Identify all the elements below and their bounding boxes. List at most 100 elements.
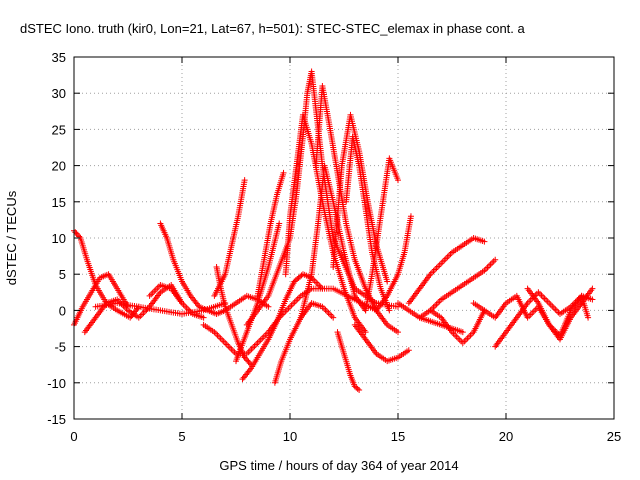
data-point xyxy=(552,306,559,313)
data-point xyxy=(432,266,439,273)
data-point xyxy=(212,330,219,337)
y-tick-label: 30 xyxy=(52,86,66,101)
y-tick-label: 0 xyxy=(59,303,66,318)
axes: 0 5 10 15 20 25 -15 -10 -5 0 5 10 15 20 25 30 35 xyxy=(47,50,621,444)
data-point xyxy=(526,298,533,305)
data-point xyxy=(251,343,258,350)
data-point xyxy=(226,344,233,351)
y-tick-label: 5 xyxy=(59,267,66,282)
data-point xyxy=(546,300,553,307)
data-point xyxy=(453,333,460,340)
data-point xyxy=(316,282,323,289)
data-point xyxy=(248,346,255,353)
data-point xyxy=(219,336,226,343)
data-point xyxy=(288,302,295,309)
y-tick-label: 25 xyxy=(52,122,66,137)
data-point xyxy=(148,291,155,298)
data-point xyxy=(395,329,401,336)
data-point xyxy=(149,289,156,296)
series-25 xyxy=(416,256,499,321)
data-point xyxy=(245,349,252,356)
data-point xyxy=(322,306,329,313)
data-point xyxy=(547,301,554,308)
data-point xyxy=(72,229,79,236)
y-tick-label: -15 xyxy=(47,412,66,427)
data-point xyxy=(291,299,298,306)
y-tick-label: 15 xyxy=(52,195,66,210)
y-tick-label: 20 xyxy=(52,159,66,174)
data-point xyxy=(441,257,448,264)
data-point xyxy=(254,339,261,346)
data-point xyxy=(317,284,324,291)
series-1 xyxy=(71,271,131,328)
data-point xyxy=(544,298,551,305)
data-point xyxy=(231,349,238,356)
data-point xyxy=(216,333,223,340)
data-point xyxy=(456,336,463,343)
series-16 xyxy=(312,82,401,336)
data-point xyxy=(313,279,320,286)
data-point xyxy=(439,258,446,265)
data-point xyxy=(550,304,557,311)
data-point xyxy=(433,264,440,271)
data-point xyxy=(430,268,437,275)
y-tick-label: 35 xyxy=(52,50,66,65)
data-point xyxy=(276,220,283,227)
data-point xyxy=(294,296,301,303)
series-18 xyxy=(343,133,393,314)
data-point xyxy=(435,299,442,306)
x-tick-label: 15 xyxy=(391,429,405,444)
data-point xyxy=(293,297,300,304)
data-point xyxy=(280,169,287,176)
data-point xyxy=(536,290,543,297)
data-point xyxy=(486,262,493,269)
x-tick-label: 25 xyxy=(607,429,621,444)
grid xyxy=(74,57,614,419)
series-22 xyxy=(373,213,414,314)
data-point xyxy=(442,255,449,262)
data-point xyxy=(151,288,158,295)
data-point xyxy=(395,177,401,184)
data-point xyxy=(459,329,466,336)
data-point xyxy=(481,238,488,245)
data-point xyxy=(535,289,542,296)
series-29 xyxy=(524,285,592,339)
x-tick-label: 0 xyxy=(70,429,77,444)
data-point xyxy=(540,293,547,300)
data-point xyxy=(465,333,472,340)
data-point xyxy=(225,343,232,350)
y-tick-label: -5 xyxy=(54,340,66,355)
data-point xyxy=(489,259,496,266)
data-point xyxy=(244,357,251,364)
data-point xyxy=(541,295,548,302)
data-point xyxy=(228,346,235,353)
data-point xyxy=(200,314,207,321)
series-27 xyxy=(470,285,596,343)
data-point xyxy=(330,314,337,321)
x-axis-label: GPS time / hours of day 364 of year 2014 xyxy=(219,458,458,473)
series-8 xyxy=(211,177,248,299)
data-point xyxy=(436,298,443,305)
data-point xyxy=(589,285,596,292)
y-tick-label: 10 xyxy=(52,231,66,246)
data-point xyxy=(223,341,230,348)
series-9 xyxy=(239,271,326,383)
data-point xyxy=(259,335,266,342)
series-26 xyxy=(427,307,488,346)
data-point xyxy=(585,314,592,321)
x-tick-label: 10 xyxy=(283,429,297,444)
data-point xyxy=(182,303,189,310)
data-point xyxy=(447,251,454,258)
data-point xyxy=(74,232,81,239)
x-tick-label: 5 xyxy=(178,429,185,444)
data-point xyxy=(214,332,221,339)
series-11 xyxy=(254,169,287,299)
data-point xyxy=(249,344,256,351)
data-point xyxy=(464,335,471,342)
data-point xyxy=(492,256,499,263)
data-point xyxy=(140,309,147,316)
data-point xyxy=(324,308,331,315)
series-21 xyxy=(362,155,401,314)
series-4 xyxy=(146,282,207,321)
